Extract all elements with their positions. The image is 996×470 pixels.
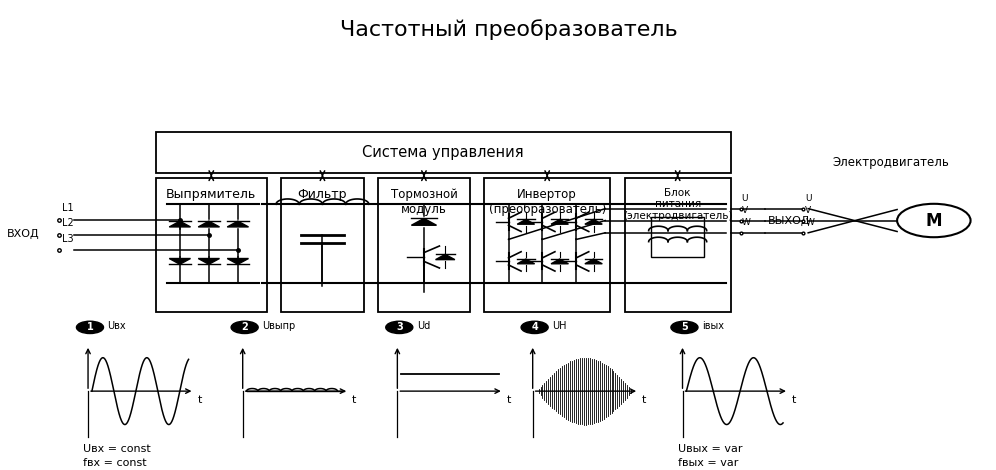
Polygon shape [169, 258, 190, 264]
Text: t: t [507, 395, 511, 405]
FancyBboxPatch shape [484, 178, 610, 312]
FancyBboxPatch shape [651, 218, 704, 257]
FancyBboxPatch shape [155, 132, 731, 173]
Text: 5: 5 [681, 322, 688, 332]
Text: Тормозной
модуль: Тормозной модуль [390, 188, 457, 216]
Text: V: V [741, 206, 748, 215]
Text: W: W [806, 218, 814, 227]
Polygon shape [585, 219, 603, 224]
Polygon shape [551, 219, 569, 224]
Polygon shape [435, 254, 455, 259]
Text: ВХОД: ВХОД [7, 229, 40, 239]
Polygon shape [198, 221, 219, 227]
FancyBboxPatch shape [378, 178, 470, 312]
Text: 1: 1 [87, 322, 94, 332]
Text: Электродвигатель: Электродвигатель [832, 156, 949, 169]
Text: W: W [741, 218, 750, 227]
Circle shape [521, 321, 548, 334]
FancyBboxPatch shape [624, 178, 731, 312]
Polygon shape [227, 221, 249, 227]
Text: iвых: iвых [702, 321, 724, 330]
Polygon shape [227, 258, 249, 264]
Text: fвых = var: fвых = var [677, 458, 738, 469]
Circle shape [77, 321, 104, 334]
Polygon shape [198, 258, 219, 264]
Text: 4: 4 [531, 322, 538, 332]
Text: Фильтр: Фильтр [298, 188, 348, 201]
Text: L1: L1 [62, 203, 74, 213]
Text: U: U [741, 194, 748, 203]
Circle shape [671, 321, 698, 334]
Text: Uвыпр: Uвыпр [262, 321, 295, 330]
FancyBboxPatch shape [155, 178, 267, 312]
Text: Система управления: Система управления [363, 145, 524, 160]
Text: t: t [641, 395, 646, 405]
Text: t: t [352, 395, 357, 405]
Polygon shape [517, 219, 535, 224]
Text: Ud: Ud [416, 321, 430, 330]
Text: Выпрямитель: Выпрямитель [166, 188, 256, 201]
Polygon shape [411, 219, 436, 225]
Text: Uвых = var: Uвых = var [677, 444, 742, 454]
Text: t: t [197, 395, 201, 405]
Text: 2: 2 [241, 322, 248, 332]
Text: Uвх = const: Uвх = const [84, 444, 151, 454]
Text: L3: L3 [62, 234, 74, 244]
Circle shape [385, 321, 412, 334]
Text: Частотный преобразователь: Частотный преобразователь [340, 20, 677, 40]
Text: 3: 3 [396, 322, 402, 332]
Text: L2: L2 [62, 219, 74, 228]
Polygon shape [585, 259, 603, 264]
Text: U: U [806, 194, 812, 203]
Text: t: t [792, 395, 796, 405]
Polygon shape [169, 221, 190, 227]
Polygon shape [551, 259, 569, 264]
Circle shape [231, 321, 258, 334]
Text: ВЫХОД: ВЫХОД [768, 216, 810, 226]
Text: Uвх: Uвх [108, 321, 126, 330]
Text: fвх = const: fвх = const [84, 458, 146, 469]
Text: Блок
питания
(электродвигатель): Блок питания (электродвигатель) [622, 188, 732, 221]
Text: M: M [925, 212, 942, 229]
Text: Инвертор
(преобразователь): Инвертор (преобразователь) [489, 188, 606, 216]
Text: V: V [806, 206, 812, 215]
Text: UН: UН [552, 321, 567, 330]
FancyBboxPatch shape [281, 178, 364, 312]
Polygon shape [517, 259, 535, 264]
